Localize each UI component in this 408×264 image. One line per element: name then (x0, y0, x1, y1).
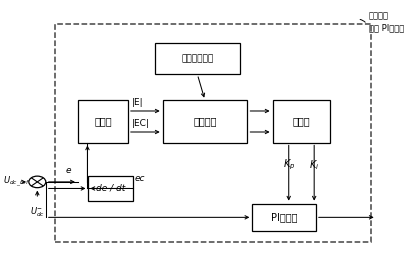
FancyBboxPatch shape (273, 101, 330, 143)
FancyBboxPatch shape (163, 101, 248, 143)
Text: $U_{dc\_ref}$: $U_{dc\_ref}$ (2, 175, 29, 189)
FancyBboxPatch shape (252, 204, 316, 231)
FancyBboxPatch shape (89, 176, 133, 201)
Text: ec: ec (135, 174, 145, 183)
Text: 模糊化: 模糊化 (94, 116, 112, 126)
Text: 模糊控制规则: 模糊控制规则 (181, 54, 213, 63)
Text: $U_{dc}^{-}$: $U_{dc}^{-}$ (30, 206, 45, 219)
Text: de / dt: de / dt (96, 184, 125, 193)
FancyBboxPatch shape (155, 43, 240, 74)
Text: 模糊推理: 模糊推理 (193, 116, 217, 126)
Text: $K_p$: $K_p$ (283, 158, 295, 172)
Text: $K_i$: $K_i$ (309, 158, 319, 172)
FancyBboxPatch shape (78, 101, 128, 143)
Text: 直流电压
模糊 PI控制器: 直流电压 模糊 PI控制器 (369, 11, 404, 32)
Text: |E|: |E| (132, 98, 144, 107)
Text: PI调节器: PI调节器 (271, 212, 297, 222)
Text: |EC|: |EC| (132, 119, 150, 128)
Text: e: e (65, 166, 71, 175)
Text: 解模糊: 解模糊 (293, 116, 310, 126)
